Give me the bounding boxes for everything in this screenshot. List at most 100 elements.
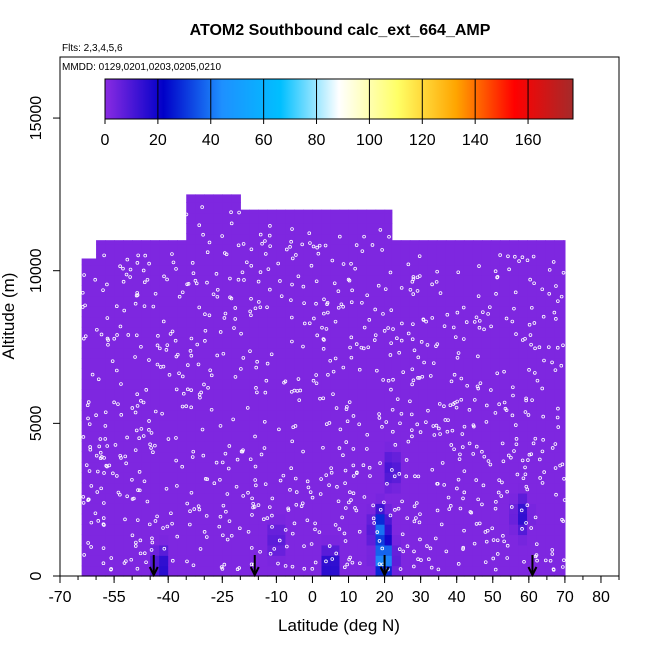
heatmap-cell: [427, 503, 438, 515]
heatmap-cell: [159, 472, 169, 484]
sample-point: [391, 377, 395, 382]
sample-point: [388, 513, 393, 518]
sample-point: [435, 508, 440, 513]
heatmap-cell: [463, 565, 474, 577]
heatmap-cell: [123, 534, 133, 546]
heatmap-cell: [249, 451, 259, 463]
sample-point: [514, 442, 519, 447]
heatmap-cell: [294, 555, 305, 567]
heatmap-cell: [509, 565, 519, 577]
sample-point: [84, 463, 89, 467]
sample-point: [324, 473, 329, 477]
heatmap-cell: [472, 264, 483, 276]
heatmap-cell: [409, 399, 420, 411]
sample-point: [399, 338, 404, 343]
heatmap-cell: [276, 254, 287, 266]
heatmap-cell: [409, 378, 420, 390]
sample-point: [488, 462, 493, 467]
heatmap-cell: [490, 441, 501, 453]
heatmap-cell: [141, 326, 151, 338]
heatmap-cell: [213, 461, 223, 473]
heatmap-cell: [454, 534, 465, 546]
heatmap-cell: [527, 441, 537, 453]
heatmap-cell: [258, 295, 268, 307]
sample-point: [494, 500, 498, 504]
sample-point: [365, 293, 369, 298]
heatmap-cell: [105, 461, 115, 473]
heatmap-cell: [427, 326, 438, 338]
heatmap-cell: [267, 264, 277, 276]
sample-point: [381, 312, 385, 316]
sample-point: [410, 337, 415, 342]
heatmap-cell: [472, 399, 483, 411]
heatmap-cell: [258, 285, 268, 297]
sample-point: [225, 492, 230, 496]
sample-point: [254, 483, 258, 488]
heatmap-cell: [249, 492, 259, 504]
heatmap-cell: [509, 347, 519, 359]
sample-point: [83, 303, 87, 308]
heatmap-cell: [330, 212, 341, 224]
heatmap-cell: [454, 389, 465, 401]
sample-point: [253, 478, 258, 482]
sample-point: [258, 549, 262, 554]
heatmap-cell: [249, 358, 259, 369]
heatmap-cell: [231, 243, 241, 255]
heatmap-cell: [123, 285, 133, 297]
heatmap-cell: [536, 240, 546, 245]
heatmap-cell: [177, 306, 187, 318]
heatmap-cell: [168, 337, 178, 349]
heatmap-cell: [177, 544, 187, 556]
heatmap-cell: [114, 420, 124, 432]
heatmap-cell: [150, 472, 160, 484]
heatmap-cell: [105, 430, 115, 442]
sample-point: [343, 481, 347, 486]
heatmap-cell: [81, 482, 92, 494]
heatmap-cell: [518, 472, 528, 484]
heatmap-cell: [213, 378, 223, 390]
heatmap-cell: [463, 482, 474, 494]
heatmap-cell: [427, 472, 438, 484]
heatmap-cell: [150, 358, 160, 369]
heatmap-cell: [81, 258, 92, 266]
sample-point: [111, 471, 115, 476]
heatmap-cell: [132, 254, 142, 266]
sample-point: [174, 458, 178, 463]
heatmap-cell: [267, 337, 277, 349]
heatmap-cell: [418, 524, 429, 536]
heatmap-cell: [312, 347, 323, 359]
sample-point: [532, 281, 536, 286]
heatmap-cell: [186, 472, 196, 484]
heatmap-cell: [213, 337, 223, 349]
heatmap-cell: [490, 503, 501, 515]
heatmap-cell: [222, 194, 232, 203]
sample-point: [223, 311, 228, 316]
heatmap-cell: [267, 513, 277, 525]
heatmap-cell: [427, 378, 438, 390]
heatmap-cell: [545, 326, 555, 338]
heatmap-cell: [366, 368, 377, 380]
heatmap-cell: [436, 544, 447, 556]
sample-point: [135, 566, 140, 571]
sample-point: [102, 471, 106, 475]
heatmap-cell: [105, 513, 115, 525]
sample-point: [102, 501, 106, 505]
sample-point: [430, 316, 435, 320]
sample-point: [93, 277, 97, 282]
sample-point: [448, 403, 453, 408]
heatmap-cell: [213, 399, 223, 411]
heatmap-cell: [545, 306, 555, 318]
heatmap-cell: [213, 555, 223, 567]
heatmap-cell: [195, 264, 205, 276]
sample-point: [142, 280, 147, 285]
heatmap-cell: [294, 209, 305, 214]
sample-point: [164, 486, 169, 491]
sample-point: [561, 270, 566, 275]
sample-point: [139, 427, 144, 431]
sample-point: [314, 373, 318, 377]
heatmap-cell: [285, 544, 296, 556]
heatmap-cell: [427, 451, 438, 463]
heatmap-cell: [195, 503, 205, 515]
sample-point: [439, 522, 444, 527]
heatmap-cell: [276, 513, 287, 525]
